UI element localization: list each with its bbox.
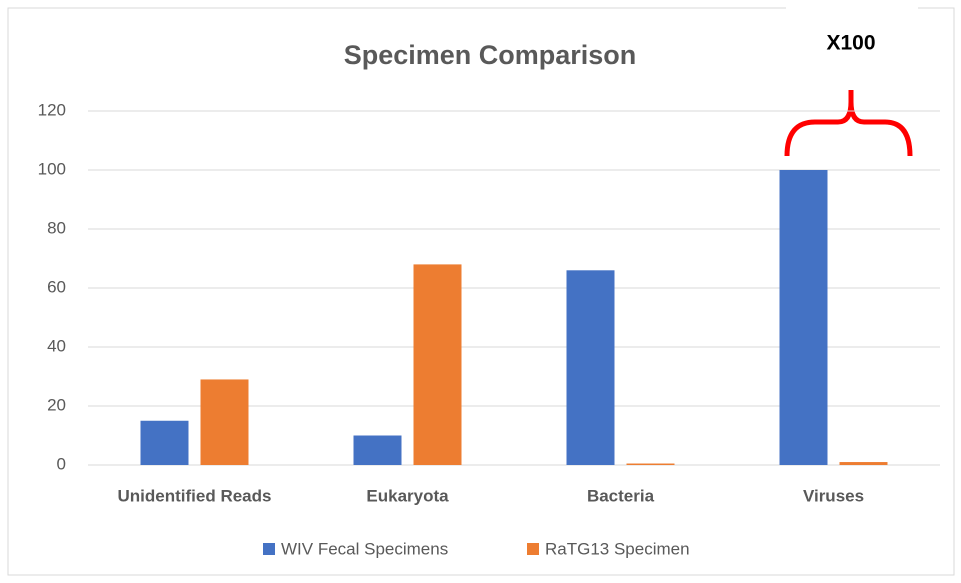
annotation: X100 xyxy=(826,32,875,55)
y-tick-label: 100 xyxy=(38,159,66,178)
bar xyxy=(779,170,828,465)
legend-swatch xyxy=(527,543,539,555)
bar xyxy=(626,463,675,465)
y-tick-label: 40 xyxy=(47,336,66,355)
bar xyxy=(839,462,888,465)
x-tick-label: Eukaryota xyxy=(366,486,449,505)
x-tick-label: Unidentified Reads xyxy=(118,486,272,505)
y-tick-label: 0 xyxy=(57,454,66,473)
y-tick-label: 60 xyxy=(47,277,66,296)
legend-label: RaTG13 Specimen xyxy=(545,539,690,558)
bar xyxy=(140,420,189,465)
chart-title: Specimen Comparison xyxy=(344,40,637,70)
legend-swatch xyxy=(263,543,275,555)
bar xyxy=(413,264,462,465)
bar xyxy=(566,270,615,465)
legend-label: WIV Fecal Specimens xyxy=(281,539,448,558)
x-tick-label: Viruses xyxy=(803,486,864,505)
bar xyxy=(353,435,402,465)
y-tick-label: 80 xyxy=(47,218,66,237)
annotation-brace xyxy=(784,90,913,157)
y-tick-label: 20 xyxy=(47,395,66,414)
x-tick-label: Bacteria xyxy=(587,486,655,505)
bar xyxy=(200,379,249,465)
annotation-box xyxy=(786,2,918,12)
y-tick-label: 120 xyxy=(38,100,66,119)
